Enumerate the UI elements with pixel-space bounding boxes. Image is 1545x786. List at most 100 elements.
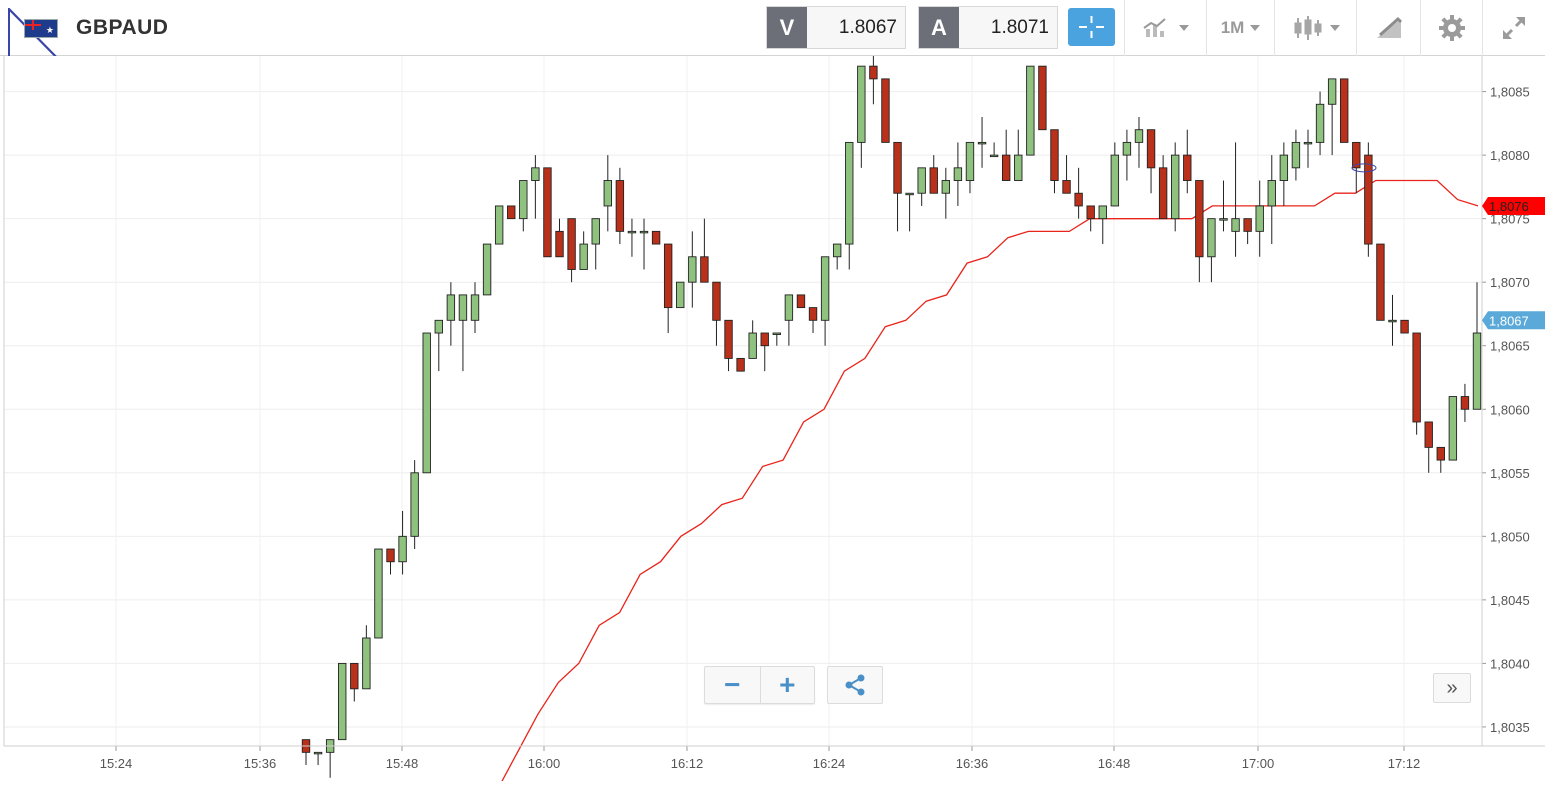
candle-body bbox=[1098, 205, 1107, 220]
bearish-candle bbox=[808, 307, 818, 334]
bullish-candle bbox=[1327, 78, 1337, 156]
x-tick-label: 15:24 bbox=[100, 756, 133, 771]
expand-icon bbox=[1503, 17, 1525, 39]
candle-body bbox=[1267, 180, 1276, 207]
candle-body bbox=[603, 180, 612, 207]
x-tick-label: 16:12 bbox=[671, 756, 704, 771]
sell-quote[interactable]: V 1.8067 bbox=[766, 6, 906, 49]
candle-body bbox=[1279, 154, 1289, 181]
bullish-candle bbox=[639, 218, 649, 270]
price-tag-background bbox=[1482, 196, 1545, 215]
candle-body bbox=[1074, 192, 1083, 207]
bearish-candle bbox=[893, 141, 902, 232]
chart-area[interactable]: 1,8035 1,8040 1,8045 1,8050 1,8055 1,8060 1,80… bbox=[0, 53, 1545, 786]
bullish-candle bbox=[494, 205, 504, 245]
x-tick-label: 16:48 bbox=[1098, 756, 1131, 771]
bearish-candle bbox=[724, 319, 733, 372]
candle-body bbox=[567, 218, 576, 270]
zoom-out-button[interactable]: − bbox=[724, 669, 741, 700]
bullish-candle bbox=[374, 548, 383, 639]
candle-body bbox=[796, 294, 806, 309]
candle-body bbox=[893, 141, 902, 194]
gear-icon bbox=[1438, 15, 1465, 41]
candle-body bbox=[772, 332, 782, 335]
candle-body bbox=[639, 230, 649, 234]
candle-body bbox=[663, 243, 673, 309]
bearish-candle bbox=[1146, 129, 1156, 194]
crosshair-icon bbox=[1079, 16, 1104, 38]
x-tick-label: 15:36 bbox=[244, 756, 277, 771]
bearish-candle bbox=[543, 167, 552, 258]
candle-body bbox=[700, 256, 709, 283]
y-tick-label: 1,8085 bbox=[1490, 85, 1530, 100]
share-button[interactable] bbox=[827, 666, 883, 704]
moving-average-line bbox=[498, 179, 1479, 786]
candle-body bbox=[977, 141, 987, 145]
timeframe-selector[interactable]: 1M bbox=[1206, 0, 1274, 56]
fullscreen-button[interactable] bbox=[1482, 0, 1545, 56]
candlestick-chart[interactable]: 1,8035 1,8040 1,8045 1,8050 1,8055 1,8060 1,80… bbox=[0, 53, 1545, 786]
bearish-candle bbox=[1086, 205, 1095, 232]
bullish-candle bbox=[482, 243, 492, 296]
candle-body bbox=[410, 472, 419, 537]
bearish-candle bbox=[555, 218, 564, 258]
x-tick-label: 16:00 bbox=[528, 756, 561, 771]
drawing-tools-button[interactable] bbox=[1356, 0, 1420, 56]
candle-body bbox=[929, 167, 938, 194]
candle-body bbox=[1340, 78, 1349, 143]
candle-body bbox=[543, 167, 552, 258]
bearish-candle bbox=[615, 167, 625, 245]
bearish-candle bbox=[507, 205, 516, 220]
bullish-candle bbox=[519, 180, 528, 232]
chart-type-button[interactable] bbox=[1124, 0, 1206, 56]
instrument-symbol[interactable]: GBPAUD bbox=[76, 16, 169, 39]
candle-body bbox=[1460, 396, 1470, 410]
bullish-candle bbox=[313, 751, 323, 766]
ma-price-tag: 1,8076 bbox=[1482, 196, 1545, 215]
bullish-candle bbox=[917, 167, 926, 206]
chart-type-icon bbox=[1142, 18, 1166, 37]
x-tick-label: 17:00 bbox=[1242, 756, 1275, 771]
bullish-candle bbox=[905, 192, 914, 232]
candle-body bbox=[1412, 332, 1421, 423]
zoom-in-button[interactable]: + bbox=[759, 667, 815, 703]
candle-body bbox=[1219, 218, 1228, 221]
bullish-candle bbox=[591, 218, 600, 270]
candle-body bbox=[555, 230, 564, 258]
candle-body bbox=[917, 167, 926, 194]
candle-body bbox=[965, 141, 975, 181]
bullish-candle bbox=[1291, 129, 1301, 181]
candle-body bbox=[688, 256, 697, 283]
bullish-candle bbox=[1255, 180, 1264, 257]
bearish-candle bbox=[1001, 129, 1011, 181]
bullish-candle bbox=[857, 65, 866, 168]
candle-body bbox=[1062, 180, 1071, 194]
bullish-candle bbox=[458, 294, 468, 372]
candle-style-button[interactable] bbox=[1274, 0, 1356, 56]
toolbar: ★ GBPAUD V 1.8067 A 1.8071 1M bbox=[0, 0, 1545, 72]
candle-body bbox=[458, 294, 468, 321]
candle-body bbox=[651, 230, 661, 245]
candle-body bbox=[1086, 205, 1095, 220]
x-tick-label: 16:24 bbox=[813, 756, 846, 771]
candle-body bbox=[482, 243, 492, 296]
settings-button[interactable] bbox=[1420, 0, 1482, 56]
candle-body bbox=[1195, 180, 1204, 258]
candle-body bbox=[820, 256, 830, 321]
crosshair-button[interactable] bbox=[1068, 8, 1115, 46]
candle-body bbox=[784, 294, 794, 321]
candle-body bbox=[1171, 154, 1180, 220]
candle-body bbox=[1183, 154, 1192, 181]
candle-body bbox=[1134, 129, 1144, 143]
flag-icon: ★ bbox=[24, 19, 58, 38]
bearish-candle bbox=[869, 53, 878, 105]
scroll-to-latest-button[interactable]: » bbox=[1433, 673, 1471, 703]
bullish-candle bbox=[446, 282, 456, 346]
bearish-candle bbox=[1460, 383, 1470, 422]
bullish-candle bbox=[772, 332, 782, 346]
candle-body bbox=[881, 78, 890, 143]
bearish-candle bbox=[881, 78, 890, 143]
bearish-candle bbox=[567, 218, 576, 283]
buy-quote[interactable]: A 1.8071 bbox=[918, 6, 1058, 49]
y-tick-label: 1,8070 bbox=[1490, 275, 1530, 290]
